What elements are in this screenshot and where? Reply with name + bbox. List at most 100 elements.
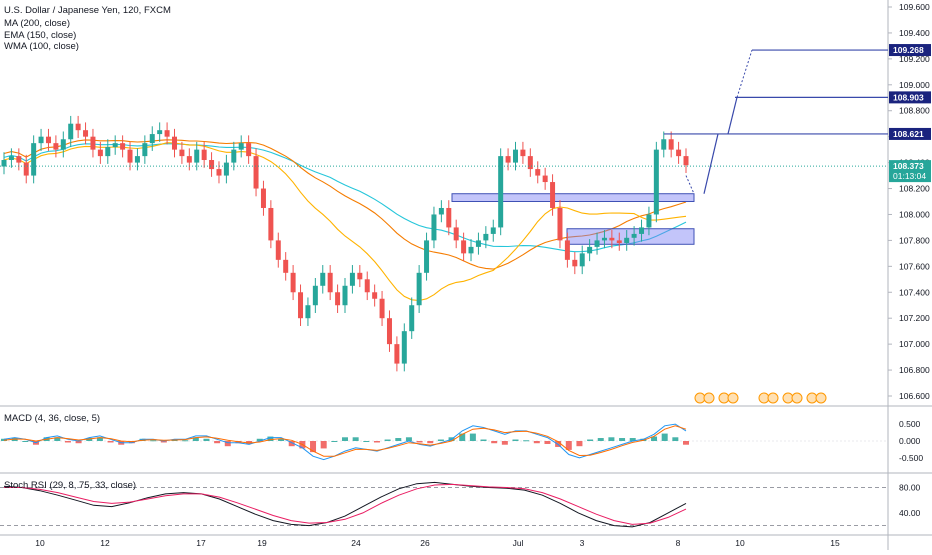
candle-body — [179, 149, 185, 157]
candle-body — [23, 162, 29, 176]
macd-histogram-bar — [629, 438, 636, 441]
candle-body — [594, 240, 600, 247]
candle-body — [16, 156, 22, 163]
candle-body — [557, 207, 563, 241]
candle-body — [260, 188, 266, 208]
macd-histogram-bar — [683, 441, 689, 445]
candle-body — [157, 130, 163, 135]
price-tick-label: 107.600 — [899, 261, 930, 271]
macd-histogram-bar — [22, 441, 29, 442]
price-tick-label: 106.800 — [899, 365, 930, 375]
projection-dotted-segment — [685, 175, 695, 194]
candle-body — [661, 139, 667, 150]
price-tick-label: 109.000 — [899, 80, 930, 90]
candle-body — [475, 240, 481, 247]
candle-body — [83, 130, 89, 137]
macd-histogram-bar — [288, 441, 295, 447]
time-tick-label: Jul — [513, 538, 524, 548]
time-tick-label: 19 — [257, 538, 267, 548]
macd-histogram-bar — [469, 433, 476, 441]
macd-histogram-bar — [427, 441, 434, 444]
projection-arrow-3 — [736, 49, 753, 98]
candle-body — [298, 292, 304, 319]
macd-histogram-bar — [544, 441, 551, 444]
candle-body — [31, 143, 37, 176]
candle-body — [312, 285, 318, 306]
target-price-label: 108.903 — [893, 92, 924, 102]
macd-histogram-bar — [459, 433, 466, 441]
candle-body — [609, 237, 615, 241]
projection-arrow-1 — [703, 133, 719, 194]
candle-body — [342, 285, 348, 306]
support-zone — [566, 228, 695, 245]
macd-histogram-bar — [405, 437, 412, 441]
macd-histogram-bar — [182, 440, 189, 442]
macd-histogram-bar — [651, 436, 658, 441]
candle-body — [134, 156, 140, 163]
price-tick-label: 107.800 — [899, 235, 930, 245]
candle-body — [142, 143, 148, 157]
candle-body — [379, 298, 385, 319]
candle-body — [587, 246, 593, 254]
candle-body — [164, 130, 170, 137]
macd-pane-title: MACD (4, 36, close, 5) — [4, 413, 101, 424]
price-tick-label: 109.200 — [899, 54, 930, 64]
candle-body — [498, 156, 504, 228]
candle-body — [468, 246, 474, 254]
candle-body — [483, 233, 489, 241]
wma-line — [3, 142, 687, 302]
candle-body — [668, 139, 674, 150]
candle-body — [409, 305, 415, 332]
candle-body — [90, 136, 96, 150]
indicator-ema-label: EMA (150, close) — [4, 30, 77, 41]
candle-body — [112, 143, 118, 148]
candle-body — [283, 259, 289, 273]
support-zone — [451, 193, 695, 203]
projection-arrow-2 — [727, 97, 738, 135]
candle-body — [453, 227, 459, 241]
macd-signal-line — [3, 425, 687, 457]
stoch-rsi-d-line — [4, 483, 687, 525]
candle-body — [446, 207, 452, 228]
candle-body — [186, 156, 192, 163]
macd-histogram-bar — [310, 441, 317, 453]
stoch-rsi-tick-label: 80.00 — [899, 483, 921, 493]
indicator-ma-label: MA (200, close) — [4, 18, 70, 29]
macd-histogram-bar — [672, 437, 679, 441]
macd-tick-label: 0.000 — [899, 436, 921, 446]
target-price-label-bg — [889, 44, 931, 57]
candle-body — [550, 182, 556, 208]
macd-histogram-bar — [224, 441, 231, 447]
macd-histogram-bar — [160, 441, 167, 443]
stoch-rsi-pane-title: Stoch RSI (29, 8, 75, 33, close) — [4, 480, 137, 491]
candle-body — [290, 272, 296, 293]
bar-countdown-label: 01:13:04 — [893, 171, 926, 181]
candle-body — [60, 139, 66, 150]
macd-histogram-bar — [491, 441, 498, 444]
candle-body — [216, 169, 222, 176]
macd-histogram-bar — [597, 438, 604, 441]
macd-tick-label: 0.500 — [899, 419, 921, 429]
macd-histogram-bar — [107, 441, 114, 443]
last-price-label: 108.373 — [893, 161, 924, 171]
macd-histogram-bar — [203, 438, 210, 441]
candle-body — [194, 149, 200, 163]
macd-histogram-bar — [363, 441, 370, 442]
candle-body — [275, 240, 281, 260]
price-tick-label: 106.600 — [899, 391, 930, 401]
macd-histogram-bar — [96, 437, 103, 441]
candle-body — [564, 240, 570, 260]
macd-histogram-bar — [278, 438, 285, 441]
candle-body — [579, 253, 585, 267]
candle-body — [357, 272, 363, 280]
candle-body — [424, 240, 430, 273]
candle-body — [631, 233, 637, 238]
candle-body — [253, 156, 259, 189]
candle-body — [68, 123, 74, 140]
candle-body — [527, 156, 533, 170]
macd-histogram-bar — [501, 441, 508, 445]
candle-body — [639, 227, 645, 234]
macd-histogram-bar — [608, 437, 615, 441]
